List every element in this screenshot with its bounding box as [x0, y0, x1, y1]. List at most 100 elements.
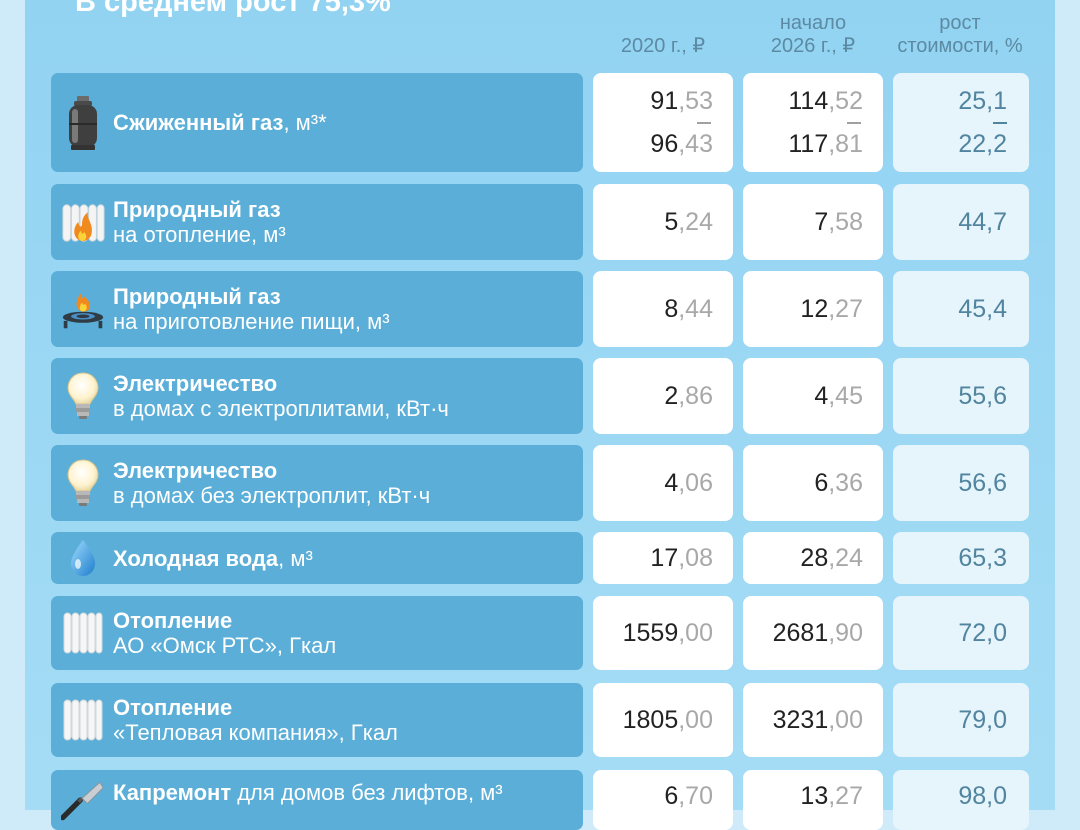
price-integer: 4 — [814, 382, 829, 410]
tariff-title: Электричество — [113, 371, 278, 396]
radiator-icon — [61, 596, 105, 670]
price-value: 91,53 — [650, 87, 713, 115]
price-integer: 17 — [650, 544, 679, 572]
price-value: 17,08 — [650, 544, 713, 572]
price-value: 114,52 — [788, 87, 863, 115]
tariff-label-text: Холодная вода, м³ — [113, 546, 573, 571]
growth-value: 65,3 — [958, 544, 1007, 572]
growth-value: 72,0 — [958, 619, 1007, 647]
price-2020-cell: 8,44 — [593, 271, 733, 347]
price-integer: 4 — [664, 469, 679, 497]
price-value: 12,27 — [800, 295, 863, 323]
price-value: 4,45 — [814, 382, 863, 410]
price-decimal: ,24 — [828, 544, 863, 572]
tariff-label-cell: Сжиженный газ, м³* — [51, 73, 583, 172]
growth-cell: 98,0 — [893, 770, 1029, 830]
price-decimal: ,27 — [828, 782, 863, 810]
price-integer: 91 — [650, 87, 679, 115]
tariff-title: Природный газ — [113, 197, 281, 222]
growth-cell: 45,4 — [893, 271, 1029, 347]
growth-cell: 56,6 — [893, 445, 1029, 521]
gas-burner-icon — [61, 271, 105, 347]
price-decimal: ,00 — [678, 619, 713, 647]
tariff-label-cell: Электричество в домах без электроплит, кВ… — [51, 445, 583, 521]
price-integer: 6 — [814, 469, 829, 497]
price-integer: 12 — [800, 295, 829, 323]
price-value: 4,06 — [664, 469, 713, 497]
price-decimal: ,81 — [828, 130, 863, 158]
price-decimal: ,27 — [828, 295, 863, 323]
tariff-label-text: Отопление АО «Омск РТС», Гкал — [113, 608, 573, 658]
tariff-label-text: Сжиженный газ, м³* — [113, 110, 573, 135]
price-value: 5,24 — [664, 208, 713, 236]
tariff-label-cell: Электричество в домах с электроплитами, к… — [51, 358, 583, 434]
price-2026-cell: 114,52 117,81 — [743, 73, 883, 172]
price-decimal: ,00 — [678, 706, 713, 734]
price-2026-cell: 13,27 — [743, 770, 883, 830]
price-integer: 3231 — [772, 706, 829, 734]
price-integer: 7 — [814, 208, 829, 236]
radiator-icon — [61, 683, 105, 757]
radiator-flame-icon — [61, 184, 105, 260]
tariff-title: Капремонт — [113, 780, 232, 805]
price-decimal: ,06 — [678, 469, 713, 497]
price-2026-cell: 2681,90 — [743, 596, 883, 670]
price-2020-cell: 91,53 96,43 — [593, 73, 733, 172]
growth-cell: 72,0 — [893, 596, 1029, 670]
growth-value: 98,0 — [958, 782, 1007, 810]
price-2020-cell: 6,70 — [593, 770, 733, 830]
tariff-label-cell: Отопление АО «Омск РТС», Гкал — [51, 596, 583, 670]
tariff-subtitle: «Тепловая компания», Гкал — [113, 720, 398, 745]
tariff-subtitle: на отопление, м³ — [113, 222, 286, 247]
price-value: 7,58 — [814, 208, 863, 236]
price-2026-cell: 28,24 — [743, 532, 883, 584]
price-decimal: ,43 — [678, 130, 713, 158]
tariff-subtitle: в домах без электроплит, кВт·ч — [113, 483, 431, 508]
price-decimal: ,44 — [678, 295, 713, 323]
price-decimal: ,70 — [678, 782, 713, 810]
tariff-label-text: Капремонт для домов без лифтов, м³ — [113, 780, 573, 805]
price-decimal: ,00 — [828, 706, 863, 734]
price-integer: 1559 — [622, 619, 679, 647]
price-value: 117,81 — [788, 130, 863, 158]
price-2020-cell: 4,06 — [593, 445, 733, 521]
price-integer: 2 — [664, 382, 679, 410]
price-integer: 6 — [664, 782, 679, 810]
price-2020-cell: 2,86 — [593, 358, 733, 434]
price-value: 13,27 — [800, 782, 863, 810]
price-value: 8,44 — [664, 295, 713, 323]
price-integer: 13 — [800, 782, 829, 810]
tariff-label-cell: Природный газ на отопление, м³ — [51, 184, 583, 260]
price-integer: 114 — [788, 87, 829, 115]
price-integer: 117 — [788, 130, 829, 158]
lightbulb-icon — [61, 445, 105, 521]
price-decimal: ,24 — [678, 208, 713, 236]
price-decimal: ,90 — [828, 619, 863, 647]
tariff-label-cell: Холодная вода, м³ — [51, 532, 583, 584]
price-decimal: ,45 — [828, 382, 863, 410]
price-value: 3231,00 — [773, 706, 863, 734]
tariff-subtitle: , м³ — [278, 546, 313, 571]
gas-cylinder-icon — [61, 73, 105, 172]
price-decimal: ,86 — [678, 382, 713, 410]
tariff-label-cell: Капремонт для домов без лифтов, м³ — [51, 770, 583, 830]
growth-cell: 55,6 — [893, 358, 1029, 434]
price-decimal: ,58 — [828, 208, 863, 236]
column-header-growth: рост стоимости, % — [897, 12, 1023, 57]
tariff-label-text: Природный газ на приготовление пищи, м³ — [113, 284, 573, 334]
range-dash — [697, 122, 711, 124]
growth-value: 79,0 — [958, 706, 1007, 734]
price-value: 28,24 — [800, 544, 863, 572]
price-decimal: ,36 — [828, 469, 863, 497]
price-integer: 28 — [800, 544, 829, 572]
column-header-2026: начало 2026 г., ₽ — [770, 12, 856, 57]
tariff-title: Природный газ — [113, 284, 281, 309]
growth-cell: 65,3 — [893, 532, 1029, 584]
growth-cell: 79,0 — [893, 683, 1029, 757]
price-2020-cell: 5,24 — [593, 184, 733, 260]
price-integer: 2681 — [772, 619, 829, 647]
headline: В среднем рост 75,3% — [75, 0, 391, 18]
price-2026-cell: 4,45 — [743, 358, 883, 434]
price-value: 2681,90 — [773, 619, 863, 647]
range-dash — [847, 122, 861, 124]
